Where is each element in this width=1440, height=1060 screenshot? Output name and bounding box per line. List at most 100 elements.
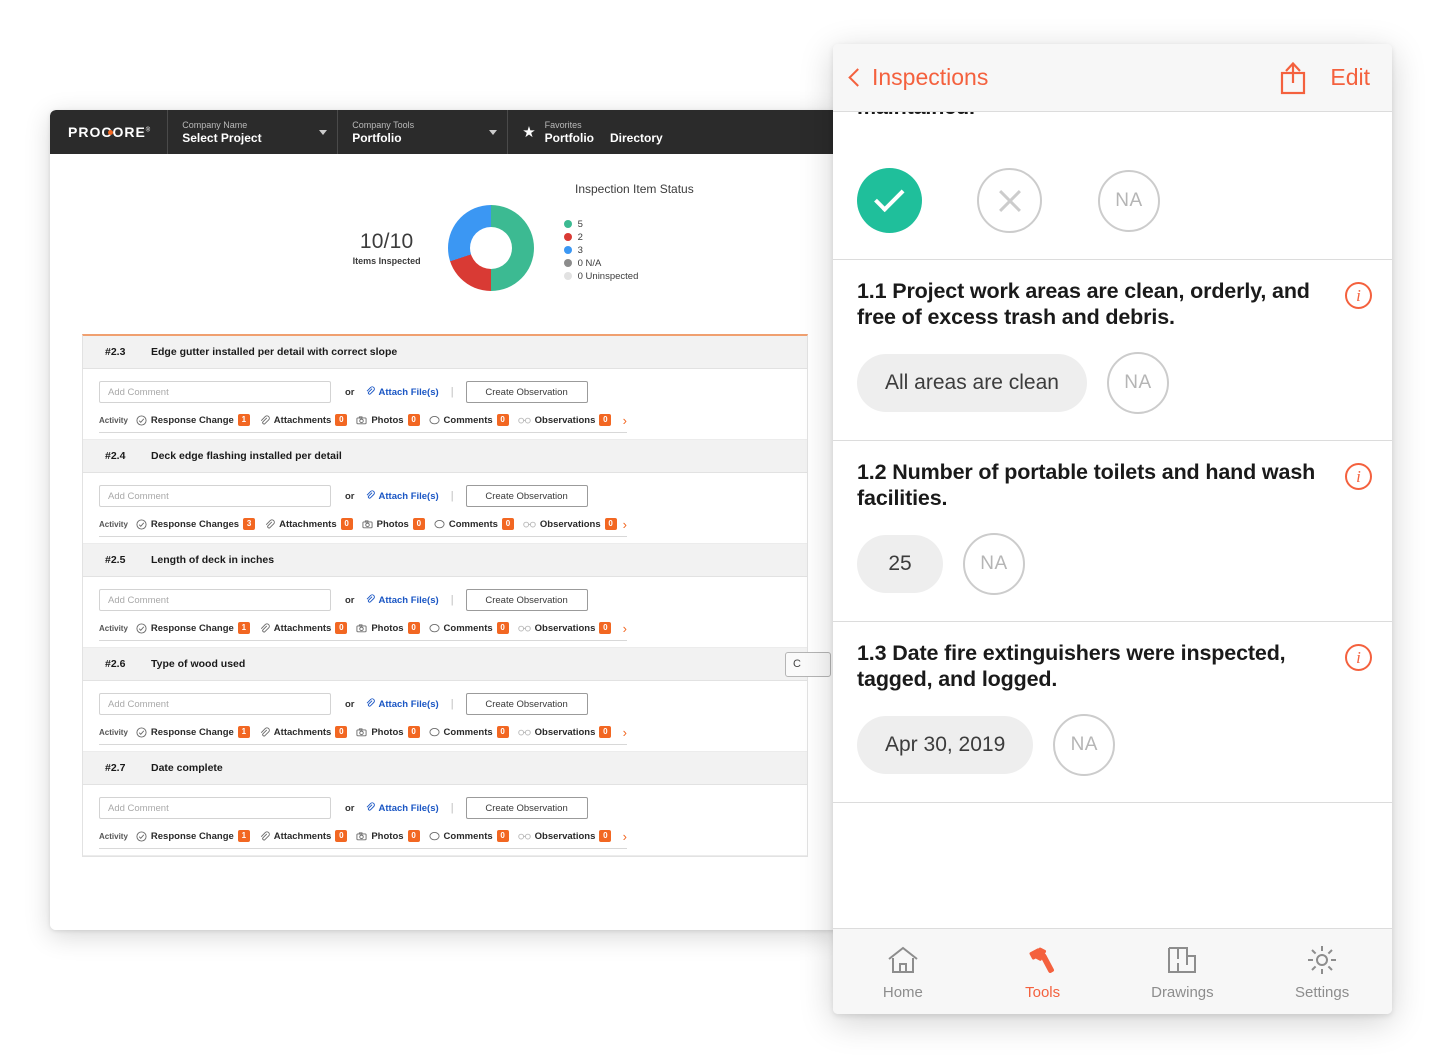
activity-observations[interactable]: Observations 0 [523, 518, 617, 530]
activity-attachments[interactable]: Attachments 0 [259, 414, 348, 426]
home-icon [886, 943, 920, 977]
info-icon[interactable]: i [1345, 644, 1372, 671]
attach-files-link[interactable]: Attach File(s) [365, 385, 439, 399]
procore-logo[interactable]: PROCORE® [50, 110, 167, 154]
tab-drawings[interactable]: Drawings [1113, 929, 1253, 1014]
answer-na-button[interactable]: NA [963, 533, 1025, 595]
activity-attachments[interactable]: Attachments 0 [259, 830, 348, 842]
answer-value-field[interactable]: Apr 30, 2019 [857, 716, 1034, 774]
activity-comments[interactable]: Comments 0 [434, 518, 514, 530]
activity-comments[interactable]: Comments 0 [429, 622, 509, 634]
activity-name: Photos [371, 622, 404, 634]
activity-attachments[interactable]: Attachments 0 [259, 622, 348, 634]
favorite-link-portfolio[interactable]: Portfolio [544, 131, 594, 145]
info-icon[interactable]: i [1345, 282, 1372, 309]
activity-count-badge: 0 [407, 414, 420, 426]
add-comment-input[interactable] [99, 485, 331, 507]
add-comment-input[interactable] [99, 693, 331, 715]
answer-pass-button[interactable] [857, 168, 922, 233]
item-action-button-partial[interactable]: C [785, 652, 831, 677]
attach-files-link[interactable]: Attach File(s) [365, 697, 439, 711]
activity-photos[interactable]: Photos 0 [356, 726, 420, 738]
answer-value-field[interactable]: All areas are clean [857, 354, 1087, 412]
company-name-label: Company Name [182, 120, 248, 130]
attach-files-link[interactable]: Attach File(s) [365, 593, 439, 607]
company-tools-selector[interactable]: Company Tools Portfolio [337, 110, 507, 154]
procore-mobile-panel: Inspections Edit maintained. NA 1.1 Projec… [833, 44, 1392, 1014]
company-name-selector[interactable]: Company Name Select Project [167, 110, 337, 154]
items-inspected-summary: 10/10 Items Inspected [332, 230, 442, 266]
add-comment-input[interactable] [99, 381, 331, 403]
create-observation-button[interactable]: Create Observation [465, 589, 588, 611]
chevron-right-icon[interactable]: › [622, 516, 627, 532]
mobile-tab-bar: Home Tools Drawings Settings [833, 928, 1392, 1014]
inspection-item-header[interactable]: #2.4 Deck edge flashing installed per det… [83, 440, 807, 473]
attach-files-link[interactable]: Attach File(s) [365, 801, 439, 815]
activity-count-badge: 0 [496, 830, 509, 842]
activity-photos[interactable]: Photos 0 [362, 518, 425, 530]
create-observation-button[interactable]: Create Observation [465, 693, 588, 715]
activity-response-change[interactable]: Response Change 1 [136, 414, 250, 426]
answer-na-button[interactable]: NA [1053, 714, 1116, 776]
comment-row: or Attach File(s) | Create Observation [99, 381, 791, 403]
inspection-item-body: or Attach File(s) | Create Observation Activ… [83, 785, 807, 856]
activity-response-change[interactable]: Response Change 1 [136, 830, 250, 842]
tab-settings[interactable]: Settings [1252, 929, 1392, 1014]
comment-bubble-icon [429, 831, 440, 842]
table-row: #2.6 Type of wood used Cor Attach File(s) | C… [83, 648, 831, 752]
activity-response-changes[interactable]: Response Changes 3 [136, 518, 256, 530]
comment-row: or Attach File(s) | Create Observation [99, 589, 791, 611]
activity-attachments[interactable]: Attachments 0 [264, 518, 353, 530]
chevron-right-icon[interactable]: › [622, 412, 627, 428]
chevron-right-icon[interactable]: › [622, 620, 627, 636]
chevron-right-icon[interactable]: › [622, 724, 627, 740]
attach-files-link[interactable]: Attach File(s) [365, 489, 439, 503]
comment-bubble-icon [429, 623, 440, 634]
company-name-value: Select Project [182, 131, 262, 145]
activity-comments[interactable]: Comments 0 [429, 830, 509, 842]
activity-photos[interactable]: Photos 0 [356, 830, 420, 842]
activity-observations[interactable]: Observations 0 [517, 726, 612, 738]
activity-attachments[interactable]: Attachments 0 [259, 726, 348, 738]
activity-photos[interactable]: Photos 0 [356, 414, 420, 426]
answer-value-field[interactable]: 25 [857, 535, 943, 593]
edit-button[interactable]: Edit [1330, 64, 1370, 90]
inspection-checklist-scroll[interactable]: maintained. NA 1.1 Project work areas are … [833, 112, 1392, 928]
create-observation-button[interactable]: Create Observation [465, 381, 588, 403]
back-button[interactable]: Inspections [848, 64, 988, 91]
create-observation-button[interactable]: Create Observation [465, 485, 588, 507]
tab-tools[interactable]: Tools [973, 929, 1113, 1014]
activity-comments[interactable]: Comments 0 [429, 726, 509, 738]
favorite-link-directory[interactable]: Directory [610, 131, 663, 145]
share-icon[interactable] [1278, 61, 1308, 95]
activity-comments[interactable]: Comments 0 [429, 414, 509, 426]
activity-photos[interactable]: Photos 0 [356, 622, 420, 634]
check-circle-icon [136, 518, 147, 530]
answer-na-button[interactable]: NA [1098, 169, 1160, 232]
legend-color-swatch [563, 233, 572, 241]
activity-response-change[interactable]: Response Change 1 [136, 726, 250, 738]
star-icon[interactable]: ★ [522, 123, 536, 141]
activity-name: Observations [534, 830, 596, 842]
chevron-right-icon[interactable]: › [622, 828, 627, 844]
items-inspected-ratio: 10/10 [359, 230, 414, 253]
inspection-item-header[interactable]: #2.7 Date complete [83, 752, 807, 785]
create-observation-button[interactable]: Create Observation [465, 797, 588, 819]
answer-na-button[interactable]: NA [1106, 352, 1169, 414]
info-icon[interactable]: i [1345, 463, 1372, 490]
activity-count-badge: 0 [340, 518, 353, 530]
legend-label: 0 Uninspected [577, 270, 639, 282]
activity-observations[interactable]: Observations 0 [517, 830, 612, 842]
inspection-item-header[interactable]: #2.6 Type of wood used C [83, 648, 831, 681]
add-comment-input[interactable] [99, 797, 331, 819]
activity-observations[interactable]: Observations 0 [517, 622, 612, 634]
activity-observations[interactable]: Observations 0 [517, 414, 612, 426]
add-comment-input[interactable] [99, 589, 331, 611]
activity-count-badge: 0 [335, 622, 348, 634]
inspection-item-header[interactable]: #2.3 Edge gutter installed per detail wit… [83, 336, 807, 369]
activity-response-change[interactable]: Response Change 1 [136, 622, 250, 634]
activity-name: Photos [376, 518, 409, 530]
inspection-item-header[interactable]: #2.5 Length of deck in inches [83, 544, 807, 577]
tab-home[interactable]: Home [833, 929, 973, 1014]
answer-fail-button[interactable] [977, 168, 1042, 233]
